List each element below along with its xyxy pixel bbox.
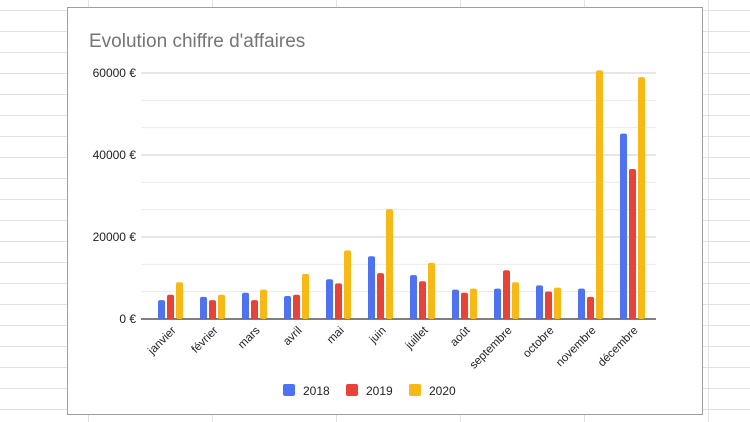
bar-2020-février[interactable] xyxy=(218,294,225,319)
bar-2018-avril[interactable] xyxy=(284,296,291,319)
bar-2020-septembre[interactable] xyxy=(512,282,519,319)
bar-2019-juin[interactable] xyxy=(377,273,384,319)
y-tick-label: 40000 € xyxy=(93,148,137,162)
x-tick-label: janvier xyxy=(145,325,178,358)
bar-2019-septembre[interactable] xyxy=(503,270,510,319)
bar-2020-juin[interactable] xyxy=(386,209,393,319)
x-tick-label: décembre xyxy=(596,325,641,370)
bar-2019-mai[interactable] xyxy=(335,283,342,319)
bar-chart: Evolution chiffre d'affaires 0 € 20000 € 4… xyxy=(89,31,656,398)
bar-2018-mai[interactable] xyxy=(326,279,333,319)
bar-2019-novembre[interactable] xyxy=(587,296,594,319)
legend-label[interactable]: 2019 xyxy=(366,384,393,398)
legend-label[interactable]: 2018 xyxy=(303,384,330,398)
bar-2020-novembre[interactable] xyxy=(596,70,603,320)
bar-2019-janvier[interactable] xyxy=(167,294,174,319)
x-tick-label: septembre xyxy=(468,325,515,372)
bar-2020-avril[interactable] xyxy=(302,273,309,319)
bar-2019-octobre[interactable] xyxy=(545,291,552,319)
bar-2020-août[interactable] xyxy=(470,288,477,319)
bar-2018-octobre[interactable] xyxy=(536,285,543,319)
bar-2018-juin[interactable] xyxy=(368,256,375,319)
legend-label[interactable]: 2020 xyxy=(429,384,456,398)
bar-2018-septembre[interactable] xyxy=(494,288,501,319)
x-tick-label: juin xyxy=(367,325,389,347)
x-tick-label: novembre xyxy=(554,325,599,370)
bar-2018-janvier[interactable] xyxy=(158,300,165,319)
bar-2019-décembre[interactable] xyxy=(629,168,636,319)
bar-2019-août[interactable] xyxy=(461,292,468,319)
x-tick-label: avril xyxy=(281,325,304,348)
x-tick-label: juillet xyxy=(403,324,431,352)
bar-2020-octobre[interactable] xyxy=(554,287,561,319)
bar-2018-mars[interactable] xyxy=(242,292,249,319)
bar-2018-août[interactable] xyxy=(452,289,459,319)
bar-2020-décembre[interactable] xyxy=(638,77,645,319)
bar-2019-avril[interactable] xyxy=(293,294,300,319)
bar-2019-mars[interactable] xyxy=(251,300,258,319)
legend-swatch-2018 xyxy=(283,384,295,396)
x-tick-label: février xyxy=(190,325,221,356)
bar-2018-juillet[interactable] xyxy=(410,275,417,319)
x-tick-label: mai xyxy=(325,325,347,347)
legend-swatch-2019 xyxy=(346,384,358,396)
bar-2018-novembre[interactable] xyxy=(578,288,585,319)
x-tick-label: août xyxy=(448,324,473,349)
bar-2018-février[interactable] xyxy=(200,296,207,319)
y-tick-label: 60000 € xyxy=(93,66,137,80)
bar-2020-juillet[interactable] xyxy=(428,262,435,319)
y-tick-label: 0 € xyxy=(119,312,136,326)
chart-container[interactable]: Evolution chiffre d'affaires 0 € 20000 € 4… xyxy=(67,7,703,415)
legend-swatch-2020 xyxy=(409,384,421,396)
bar-2019-juillet[interactable] xyxy=(419,281,426,319)
x-tick-label: octobre xyxy=(521,325,557,361)
bar-2020-janvier[interactable] xyxy=(176,282,183,319)
bar-2018-décembre[interactable] xyxy=(620,133,627,319)
x-tick-label: mars xyxy=(236,324,263,351)
bar-2019-février[interactable] xyxy=(209,300,216,319)
bar-2020-mars[interactable] xyxy=(260,289,267,319)
y-tick-label: 20000 € xyxy=(93,230,137,244)
bar-2020-mai[interactable] xyxy=(344,250,351,319)
chart-title: Evolution chiffre d'affaires xyxy=(89,31,305,52)
